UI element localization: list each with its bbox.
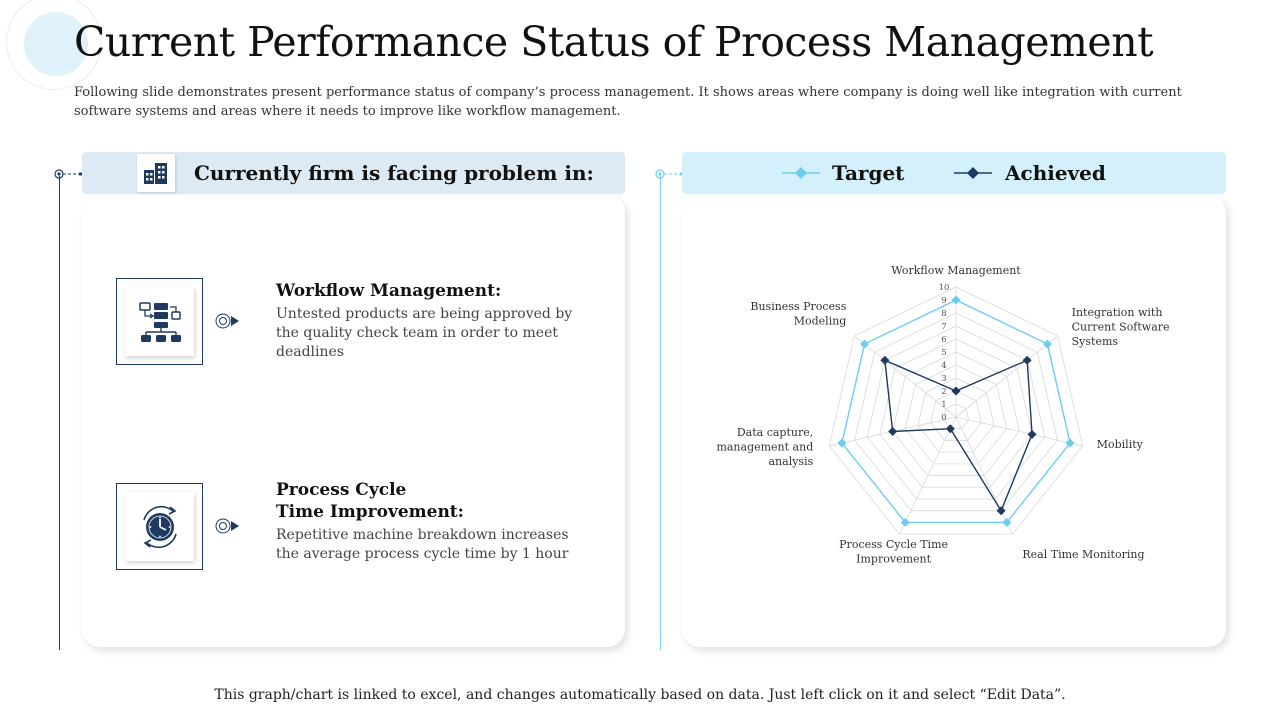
page-title: Current Performance Status of Process Ma… — [74, 18, 1154, 66]
process-cycle-description: Repetitive machine breakdown increases t… — [276, 527, 569, 562]
radar-grid-ring — [917, 377, 995, 453]
building-icon — [137, 154, 175, 192]
right-connector-line — [660, 176, 661, 650]
radar-grid-ring — [854, 312, 1058, 512]
clock-icon-frame — [116, 483, 203, 570]
radar-spoke — [955, 335, 1058, 418]
radar-tick-label: 10 — [939, 283, 950, 293]
radar-data-point — [951, 295, 961, 305]
radar-data-point — [1042, 339, 1052, 349]
radar-category-label: Process Cycle Time Improvement — [839, 538, 948, 565]
left-connector-line — [59, 176, 60, 650]
radar-data-point — [1065, 438, 1075, 448]
clock-icon — [125, 492, 194, 561]
radar-data-point — [1022, 355, 1032, 365]
footer-note: This graph/chart is linked to excel, and… — [214, 687, 1066, 703]
radar-spoke — [955, 416, 1083, 447]
radar-series-line — [841, 299, 1071, 524]
radar-tick-label: 2 — [941, 387, 946, 397]
radar-data-point — [1027, 429, 1037, 439]
legend-achieved-marker — [954, 167, 992, 179]
radar-spoke — [899, 416, 957, 535]
radar-tick-label: 8 — [941, 309, 946, 319]
radar-category-label: Data capture, management and analysis — [716, 426, 813, 468]
radar-tick-label: 7 — [941, 322, 946, 332]
radar-tick-label: 4 — [941, 361, 946, 371]
radar-grid-ring — [904, 364, 1008, 465]
radar-data-point — [951, 386, 961, 396]
problems-header-text: Currently firm is facing problem in: — [194, 161, 594, 185]
radar-tick-label: 1 — [941, 400, 946, 410]
radar-category-label: Mobility — [1097, 438, 1144, 451]
radar-tick-label: 0 — [941, 413, 946, 423]
process-cycle-title: Process Cycle Time Improvement: — [276, 479, 464, 523]
radar-data-point — [888, 426, 898, 436]
radar-tick-label: 9 — [941, 296, 946, 306]
radar-data-point — [880, 355, 890, 365]
radar-category-label: Workflow Management — [891, 264, 1021, 277]
radar-category-label: Integration with Current Software Systems — [1072, 306, 1170, 348]
radar-spoke — [854, 335, 957, 418]
radar-grid-ring — [892, 351, 1020, 476]
decorative-circle — [24, 12, 88, 76]
decorative-ring — [6, 0, 102, 90]
workflow-management-title: Workflow Management: — [276, 281, 502, 301]
radar-category-label: Real Time Monitoring — [1022, 548, 1144, 561]
bullet-arrow-icon — [215, 518, 239, 534]
radar-data-point — [837, 438, 847, 448]
radar-data-point — [900, 517, 910, 527]
workflow-icon — [125, 287, 194, 356]
legend-target-marker — [782, 167, 820, 179]
radar-grid-ring — [942, 403, 970, 430]
radar-spoke — [955, 416, 1013, 535]
radar-tick-label: 5 — [941, 348, 946, 358]
radar-grid-ring — [828, 286, 1084, 535]
process-cycle-title-line2: Time Improvement: — [276, 502, 464, 522]
problems-panel — [82, 195, 625, 647]
process-cycle-title-line1: Process Cycle — [276, 480, 407, 500]
radar-data-point — [860, 339, 870, 349]
radar-chart[interactable]: 0 1 2 3 4 5 6 7 8 9 10 Workflow Management Integrati… — [700, 255, 1200, 565]
radar-grid-ring — [866, 325, 1046, 500]
bullet-arrow-icon — [215, 313, 239, 329]
radar-series-line — [884, 359, 1033, 513]
radar-grid-ring — [879, 338, 1033, 488]
legend-achieved-label: Achieved — [1005, 161, 1106, 185]
radar-data-point — [1002, 517, 1012, 527]
legend-target-label: Target — [832, 161, 905, 185]
page-subtitle: Following slide demonstrates present per… — [74, 85, 1182, 119]
workflow-management-description: Untested products are being approved by … — [276, 306, 573, 360]
radar-tick-label: 6 — [941, 335, 946, 345]
radar-data-point — [996, 506, 1006, 516]
radar-data-point — [945, 424, 955, 434]
workflow-icon-frame — [116, 278, 203, 365]
radar-category-label: Business Process Modeling — [750, 300, 846, 328]
radar-tick-label: 3 — [941, 374, 946, 384]
radar-grid-ring — [930, 390, 982, 441]
